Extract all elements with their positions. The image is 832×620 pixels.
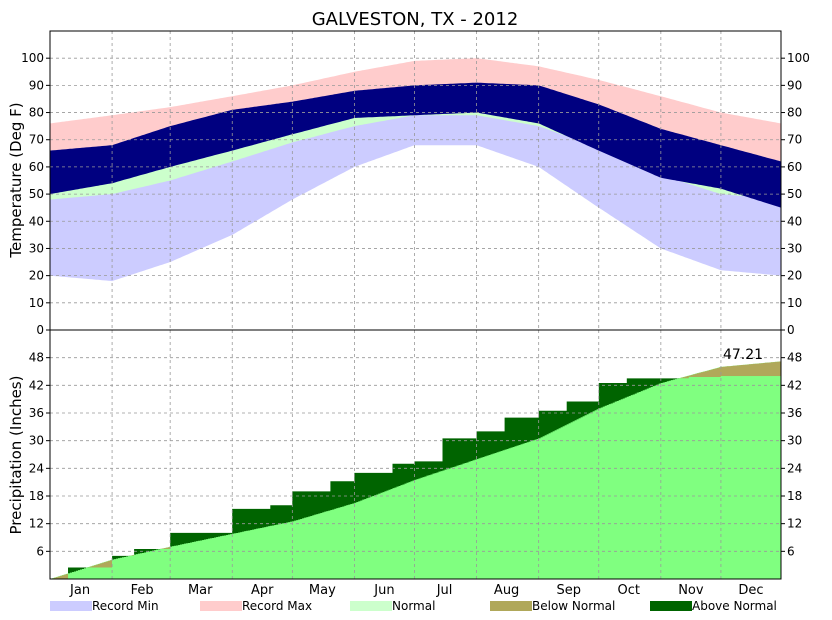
actual-temperature-band — [50, 82, 781, 208]
precipitation-tick-label-right: 30 — [787, 434, 802, 448]
temperature-tick-label-left: 80 — [29, 106, 44, 120]
precipitation-y-label: Precipitation (Inches) — [7, 376, 25, 535]
legend-label: Record Max — [242, 599, 312, 613]
month-label: May — [309, 583, 336, 598]
precipitation-tick-label-right: 12 — [787, 517, 802, 531]
temperature-tick-label-right: 70 — [787, 133, 802, 147]
precipitation-tick-label-left: 30 — [29, 434, 44, 448]
temperature-tick-label-right: 10 — [787, 296, 802, 310]
accumulated-precipitation-area — [50, 361, 781, 579]
legend-swatch — [650, 601, 692, 611]
legend-swatch — [200, 601, 242, 611]
above-normal-area — [50, 361, 781, 579]
temperature-y-label: Temperature (Deg F) — [7, 102, 25, 258]
legend-label: Below Normal — [532, 599, 615, 613]
chart-title: GALVESTON, TX - 2012 — [312, 9, 519, 30]
precipitation-panel: 6 6 12 12 18 18 24 24 30 30 36 36 42 42 48 48 Precipita… — [7, 330, 802, 579]
temperature-tick-label-right: 30 — [787, 241, 802, 255]
temperature-tick-label-right: 20 — [787, 269, 802, 283]
precipitation-tick-label-right: 42 — [787, 378, 802, 392]
temperature-tick-label-left: 0 — [36, 323, 44, 337]
legend-swatch — [490, 601, 532, 611]
precipitation-tick-label-left: 36 — [29, 406, 44, 420]
precipitation-total-annotation: 47.21 — [723, 347, 763, 363]
temperature-tick-label-right: 50 — [787, 187, 802, 201]
temperature-tick-label-right: 80 — [787, 106, 802, 120]
month-label: Feb — [131, 583, 154, 598]
temperature-tick-label-left: 30 — [29, 241, 44, 255]
legend-swatch — [50, 601, 92, 611]
month-label: Jun — [373, 583, 394, 598]
temperature-tick-label-left: 90 — [29, 78, 44, 92]
temperature-tick-label-right: 40 — [787, 214, 802, 228]
temperature-tick-label-right: 0 — [787, 323, 795, 337]
temperature-tick-label-left: 20 — [29, 269, 44, 283]
month-label: Aug — [494, 583, 519, 598]
temperature-tick-label-left: 100 — [21, 51, 44, 65]
precipitation-tick-label-right: 6 — [787, 544, 795, 558]
month-label: Oct — [618, 583, 640, 598]
legend-label: Record Min — [92, 599, 159, 613]
temperature-tick-label-left: 70 — [29, 133, 44, 147]
precipitation-tick-label-left: 12 — [29, 517, 44, 531]
precipitation-tick-label-left: 48 — [29, 351, 44, 365]
temperature-tick-label-left: 10 — [29, 296, 44, 310]
precipitation-tick-label-left: 18 — [29, 489, 44, 503]
legend-label: Normal — [392, 599, 435, 613]
legend-label: Above Normal — [692, 599, 777, 613]
month-label: Dec — [738, 583, 763, 598]
precipitation-tick-label-left: 42 — [29, 378, 44, 392]
month-label: Sep — [556, 583, 581, 598]
precipitation-tick-label-right: 24 — [787, 461, 802, 475]
precipitation-tick-label-right: 36 — [787, 406, 802, 420]
precipitation-tick-label-left: 6 — [36, 544, 44, 558]
precipitation-tick-label-right: 48 — [787, 351, 802, 365]
month-axis: Jan Feb Mar Apr May Jun Jul Aug Sep Oct Nov Dec — [69, 583, 764, 598]
temperature-tick-label-right: 90 — [787, 78, 802, 92]
precipitation-tick-label-right: 18 — [787, 489, 802, 503]
plot-frame — [49, 30, 782, 580]
month-label: Apr — [251, 583, 274, 598]
temperature-panel: 0 0 10 10 20 20 30 30 40 40 50 50 60 60 70 70 80 80 90 90 10… — [7, 31, 810, 337]
temperature-tick-label-right: 60 — [787, 160, 802, 174]
month-label: Jul — [436, 583, 453, 598]
legend-swatch — [350, 601, 392, 611]
below-record-min-area — [50, 145, 781, 330]
temperature-tick-label-left: 60 — [29, 160, 44, 174]
month-label: Jan — [69, 583, 90, 598]
temperature-tick-label-right: 100 — [787, 51, 810, 65]
temperature-tick-label-left: 40 — [29, 214, 44, 228]
temperature-tick-label-left: 50 — [29, 187, 44, 201]
legend: Record Min Record Max Normal Below Normal Ab… — [50, 599, 777, 613]
month-label: Mar — [188, 583, 213, 598]
precipitation-tick-label-left: 24 — [29, 461, 44, 475]
month-label: Nov — [678, 583, 704, 598]
